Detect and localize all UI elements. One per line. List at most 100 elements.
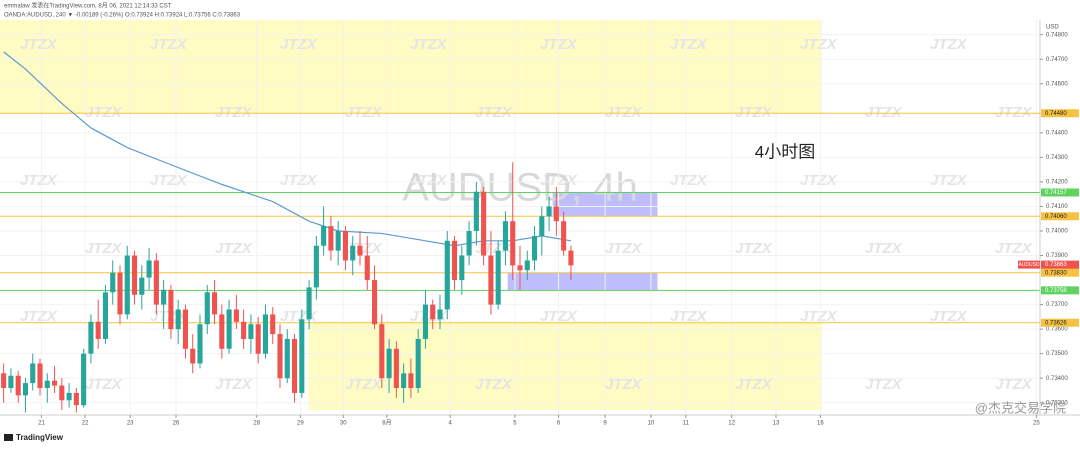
candle-body: [364, 255, 370, 281]
candle-body: [532, 235, 538, 261]
zone: [308, 322, 822, 411]
y-tick-label: 0.74400: [1046, 130, 1068, 136]
x-tick-label: 21: [38, 421, 45, 427]
candle-body: [452, 240, 458, 281]
candle-body: [168, 289, 174, 330]
y-tick-label: 0.74600: [1046, 81, 1068, 87]
y-tick-label: 0.73600: [1046, 327, 1068, 333]
x-tick-label: 16: [817, 421, 824, 427]
candle-body: [248, 324, 254, 339]
watermark: JTZX: [150, 172, 188, 189]
candle-body: [117, 272, 123, 315]
price-tag-label: 0.73863: [1045, 262, 1067, 268]
candle-body: [422, 304, 428, 339]
candle-body: [335, 230, 341, 251]
y-tick-label: 0.73400: [1046, 376, 1068, 382]
watermark: JTZX: [995, 104, 1033, 121]
x-tick-label: 6: [557, 421, 561, 427]
brand-logo: [4, 434, 13, 441]
candle-body: [473, 191, 479, 231]
price-tag-label: 0.74060: [1045, 214, 1067, 220]
candle-body: [88, 321, 94, 354]
candle-body: [546, 206, 552, 217]
candle-body: [175, 309, 181, 330]
price-tag: [1041, 286, 1079, 295]
candle-body: [66, 392, 72, 401]
x-tick-label: 26: [173, 421, 180, 427]
price-tag-label: 0.74480: [1045, 111, 1067, 117]
candle-body: [459, 255, 465, 281]
candle-body: [73, 392, 79, 406]
candle-body: [277, 334, 283, 379]
candle-body: [37, 363, 43, 389]
price-tag-label: 0.73626: [1045, 320, 1067, 326]
candle-body: [553, 206, 559, 222]
candle-body: [219, 314, 225, 349]
candle-body: [517, 265, 523, 271]
moving-average: [3, 51, 572, 247]
watermark: JTZX: [215, 104, 253, 121]
watermark: JTZX: [930, 172, 968, 189]
x-tick-label: 13: [773, 421, 780, 427]
candle-body: [81, 353, 87, 406]
candle-body: [524, 260, 530, 271]
candle-body: [153, 260, 159, 305]
x-tick-label: 5: [513, 421, 517, 427]
candle-body: [226, 309, 232, 349]
candle-body: [52, 380, 58, 386]
candle-body: [408, 373, 414, 389]
credit: @杰克交易学院: [975, 400, 1066, 415]
candle-body: [502, 221, 508, 251]
y-tick-label: 0.73900: [1046, 253, 1068, 259]
candle-body: [284, 338, 290, 379]
candle-body: [204, 292, 210, 325]
watermark: JTZX: [215, 240, 253, 257]
candle-body: [30, 363, 36, 384]
candle-body: [539, 216, 545, 236]
x-tick-label: 10: [648, 421, 655, 427]
price-tag: [1041, 188, 1079, 197]
candle-body: [379, 324, 385, 379]
watermark: JTZX: [475, 376, 513, 393]
x-tick-label: 4: [449, 421, 453, 427]
candle-body: [401, 373, 407, 389]
candle-body: [212, 292, 218, 315]
x-tick-label: 30: [340, 421, 347, 427]
candle-body: [190, 348, 196, 364]
candle-body: [1, 373, 7, 389]
price-tag: [1041, 260, 1079, 269]
watermark: JTZX: [865, 240, 903, 257]
x-tick-label: 22: [82, 421, 89, 427]
candle-body: [466, 230, 472, 256]
watermark: JTZX: [800, 36, 838, 53]
candle-body: [306, 287, 312, 320]
y-tick-label: 0.73300: [1046, 400, 1068, 406]
candle-body: [146, 260, 152, 278]
watermark: JTZX: [410, 172, 448, 189]
candle-body: [350, 245, 356, 261]
watermark: JTZX: [865, 376, 903, 393]
x-tick-label: 8月: [382, 420, 391, 427]
watermark: JTZX: [670, 172, 708, 189]
candle-body: [95, 321, 101, 339]
y-tick-label: 0.74700: [1046, 57, 1068, 63]
candle-body: [161, 289, 167, 305]
candle-body: [241, 321, 247, 339]
watermark: JTZX: [995, 240, 1033, 257]
watermark: JTZX: [345, 104, 383, 121]
candle-body: [495, 250, 501, 305]
watermark: JTZX: [605, 376, 643, 393]
x-tick-label: 11: [683, 421, 690, 427]
candle-body: [270, 314, 276, 335]
y-tick-label: 0.73700: [1046, 302, 1068, 308]
candle-body: [197, 324, 203, 364]
candle-body: [393, 348, 399, 389]
watermark-title: AUDUSD, 4h: [402, 166, 638, 210]
candle-body: [328, 226, 334, 251]
x-tick-label: 12: [728, 421, 735, 427]
candle-body: [262, 314, 268, 354]
price-tag: [1041, 318, 1079, 327]
axis-unit: USD: [1046, 25, 1059, 31]
candle-body: [8, 375, 14, 389]
